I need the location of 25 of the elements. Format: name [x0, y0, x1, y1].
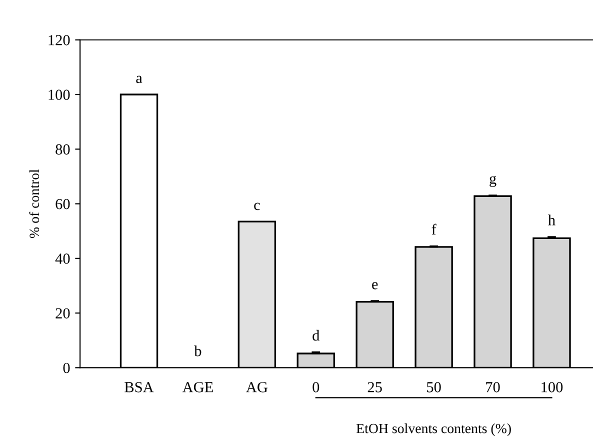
annotation: e: [372, 282, 378, 290]
x-tick-label: 100: [542, 382, 563, 392]
x-tick-label: 70: [486, 382, 500, 392]
annotation: g: [490, 176, 496, 187]
y-tick-label: 0: [63, 362, 70, 374]
x-tick-label: AG: [246, 382, 268, 392]
annotation: f: [432, 224, 436, 235]
y-tick-label: 40: [55, 254, 70, 264]
x-tick-label: 50: [427, 382, 441, 392]
x-tick-label: 25: [368, 382, 382, 392]
y-tick-label: 60: [56, 198, 70, 210]
x-axis-title: EtOH solvents contents (%): [356, 423, 511, 436]
x-tick-label: 0: [312, 382, 320, 392]
annotation: b: [194, 346, 202, 356]
y-axis-title: % of control: [29, 169, 40, 238]
annotation: a: [136, 76, 142, 84]
y-tick-label: 20: [56, 308, 70, 319]
x-tick-label: AGE: [182, 382, 213, 392]
annotation: d: [312, 330, 320, 341]
annotation: h: [548, 214, 556, 226]
y-tick-label: 120: [48, 35, 70, 46]
x-tick-label: BSA: [124, 382, 154, 392]
y-tick-label: 80: [56, 144, 70, 155]
y-tick-label: 100: [48, 90, 70, 100]
annotation: c: [254, 202, 260, 210]
